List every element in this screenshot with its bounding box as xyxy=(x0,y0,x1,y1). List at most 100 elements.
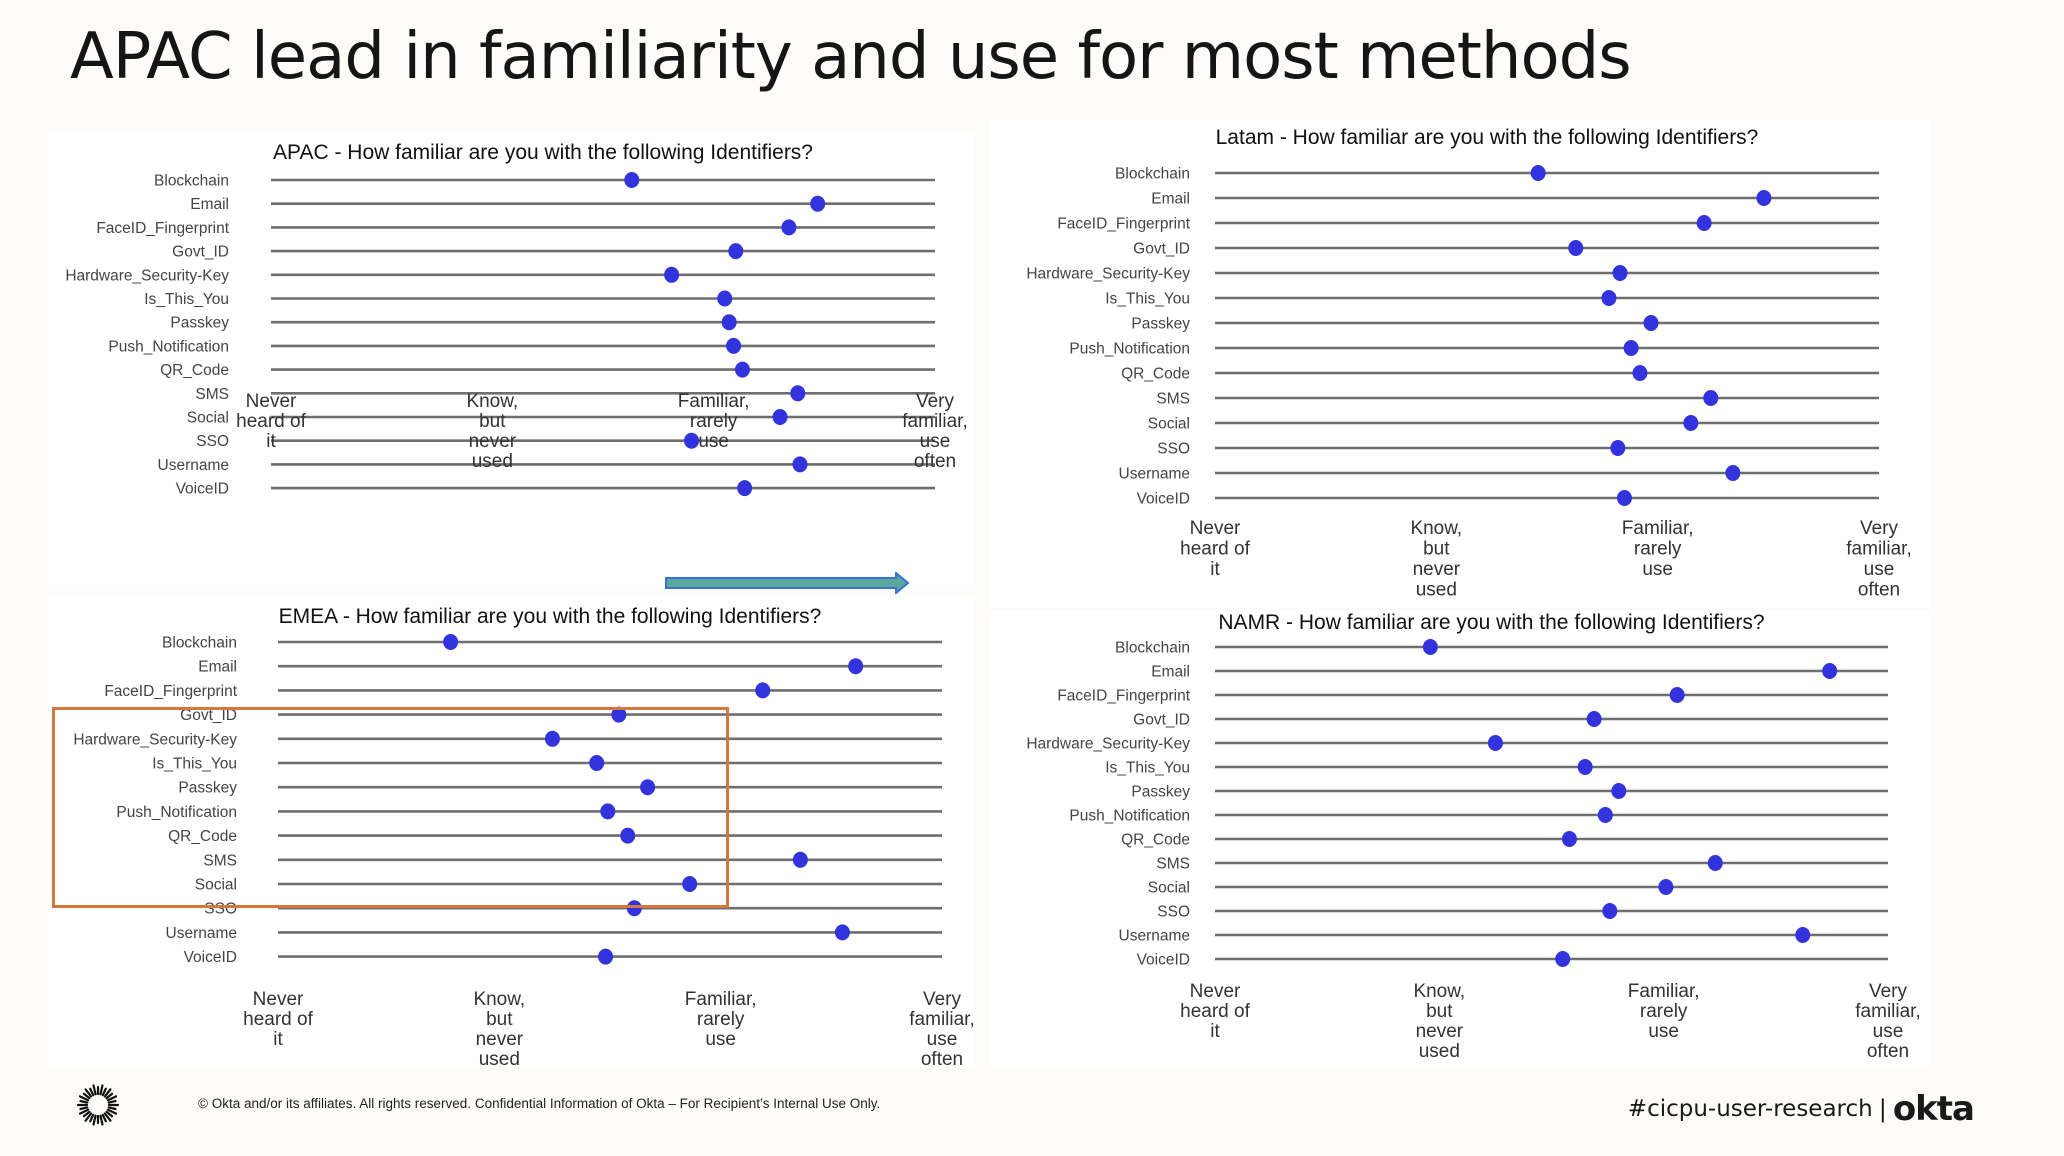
footer-tag: #cicpu-user-research | okta xyxy=(1628,1089,1975,1129)
row-label: Blockchain xyxy=(1115,640,1190,657)
data-point xyxy=(1658,879,1674,895)
data-point xyxy=(790,385,806,402)
separator: | xyxy=(1878,1095,1887,1123)
row-label: SSO xyxy=(1157,904,1190,921)
row-label: Govt_ID xyxy=(172,244,229,261)
data-point xyxy=(755,682,771,699)
chart-panel-namr: NAMR - How familiar are you with the fol… xyxy=(990,610,1930,1067)
emea-highlight-box xyxy=(52,707,729,908)
data-point xyxy=(1632,365,1648,381)
row-label: SMS xyxy=(195,386,229,403)
row-label: VoiceID xyxy=(1137,952,1190,969)
row-label: Push_Notification xyxy=(1069,808,1190,825)
data-point xyxy=(1611,783,1627,799)
chart-title: NAMR - How familiar are you with the fol… xyxy=(1218,611,1764,634)
data-point xyxy=(1683,415,1699,431)
x-tick-label: Never heard of it xyxy=(1180,518,1250,580)
row-label: Username xyxy=(166,925,238,942)
row-label: Passkey xyxy=(178,780,237,797)
data-point xyxy=(1568,240,1584,256)
row-label: VoiceID xyxy=(176,481,229,498)
data-point xyxy=(1586,711,1602,727)
x-tick-label: Never heard of it xyxy=(236,391,306,452)
row-label: Username xyxy=(158,457,230,474)
data-point xyxy=(1610,440,1626,456)
data-point xyxy=(1601,290,1617,306)
data-point xyxy=(726,337,742,354)
row-label: Passkey xyxy=(1131,784,1190,801)
row-label: VoiceID xyxy=(184,949,237,966)
x-tick-label: Very familiar, use often xyxy=(902,391,967,472)
chart-title: APAC - How familiar are you with the fol… xyxy=(273,141,813,164)
row-label: Govt_ID xyxy=(180,707,237,724)
familiarity-arrow-icon xyxy=(665,572,910,594)
row-label: Passkey xyxy=(1131,316,1190,333)
row-label: Is_This_You xyxy=(144,291,229,308)
row-label: Blockchain xyxy=(154,173,229,190)
row-label: Is_This_You xyxy=(152,756,237,773)
data-point xyxy=(1696,215,1712,231)
row-label: Username xyxy=(1119,928,1191,945)
data-point xyxy=(1555,951,1571,967)
row-label: Push_Notification xyxy=(108,338,229,355)
x-tick-label: Familiar, rarely use xyxy=(678,391,750,452)
row-label: QR_Code xyxy=(160,362,229,379)
data-point xyxy=(848,658,864,675)
data-point xyxy=(589,755,605,771)
row-label: SMS xyxy=(1156,856,1190,873)
x-tick-label: Know, but never used xyxy=(466,391,518,472)
data-point xyxy=(781,219,797,236)
row-label: QR_Code xyxy=(168,828,237,845)
data-point xyxy=(1703,390,1719,406)
row-label: Email xyxy=(190,196,229,213)
row-label: Push_Notification xyxy=(1069,341,1190,358)
data-point xyxy=(1612,265,1628,281)
row-label: Blockchain xyxy=(1115,166,1190,183)
data-point xyxy=(1623,340,1639,356)
x-tick-label: Familiar, rarely use xyxy=(1622,518,1694,580)
row-label: QR_Code xyxy=(1121,832,1190,849)
x-tick-label: Know, but never used xyxy=(473,989,525,1070)
data-point xyxy=(1487,735,1503,751)
chart-panel-emea: EMEA - How familiar are you with the fol… xyxy=(47,595,975,1070)
data-point xyxy=(1616,490,1632,506)
x-tick-label: Never heard of it xyxy=(243,989,313,1050)
chart-panel-apac: APAC - How familiar are you with the fol… xyxy=(47,131,975,591)
data-point xyxy=(544,730,560,747)
data-point xyxy=(1602,903,1618,919)
chart-latam: Latam - How familiar are you with the fo… xyxy=(1026,126,1911,601)
data-point xyxy=(1795,927,1811,943)
data-point xyxy=(626,900,642,917)
data-point xyxy=(728,243,744,260)
data-point xyxy=(1643,315,1659,331)
row-label: Email xyxy=(1151,664,1190,681)
chart-title: EMEA - How familiar are you with the fol… xyxy=(279,605,822,628)
row-label: Push_Notification xyxy=(116,804,237,821)
data-point xyxy=(772,409,788,425)
data-point xyxy=(1561,831,1577,847)
x-tick-label: Know, but never used xyxy=(1413,981,1465,1062)
data-point xyxy=(664,266,680,283)
data-point xyxy=(1725,465,1741,481)
data-point xyxy=(721,314,737,331)
data-point xyxy=(1422,639,1438,655)
x-tick-label: Familiar, rarely use xyxy=(685,989,757,1050)
row-label: Blockchain xyxy=(162,635,237,652)
data-point xyxy=(620,827,636,844)
row-label: Is_This_You xyxy=(1105,760,1190,777)
data-point xyxy=(717,290,733,307)
row-label: Hardware_Security-Key xyxy=(65,267,229,284)
row-label: SMS xyxy=(1156,391,1190,408)
row-label: Social xyxy=(1148,880,1190,897)
copyright-text: © Okta and/or its affiliates. All rights… xyxy=(198,1096,881,1111)
data-point xyxy=(1597,807,1613,823)
row-label: Email xyxy=(1151,191,1190,208)
data-point xyxy=(684,432,700,449)
okta-wordmark: okta xyxy=(1892,1089,1975,1129)
row-label: Email xyxy=(198,659,237,676)
row-label: SMS xyxy=(203,852,237,869)
row-label: Passkey xyxy=(170,315,229,332)
data-point xyxy=(1669,687,1685,703)
data-point xyxy=(600,803,616,820)
chart-emea: EMEA - How familiar are you with the fol… xyxy=(73,605,974,1070)
